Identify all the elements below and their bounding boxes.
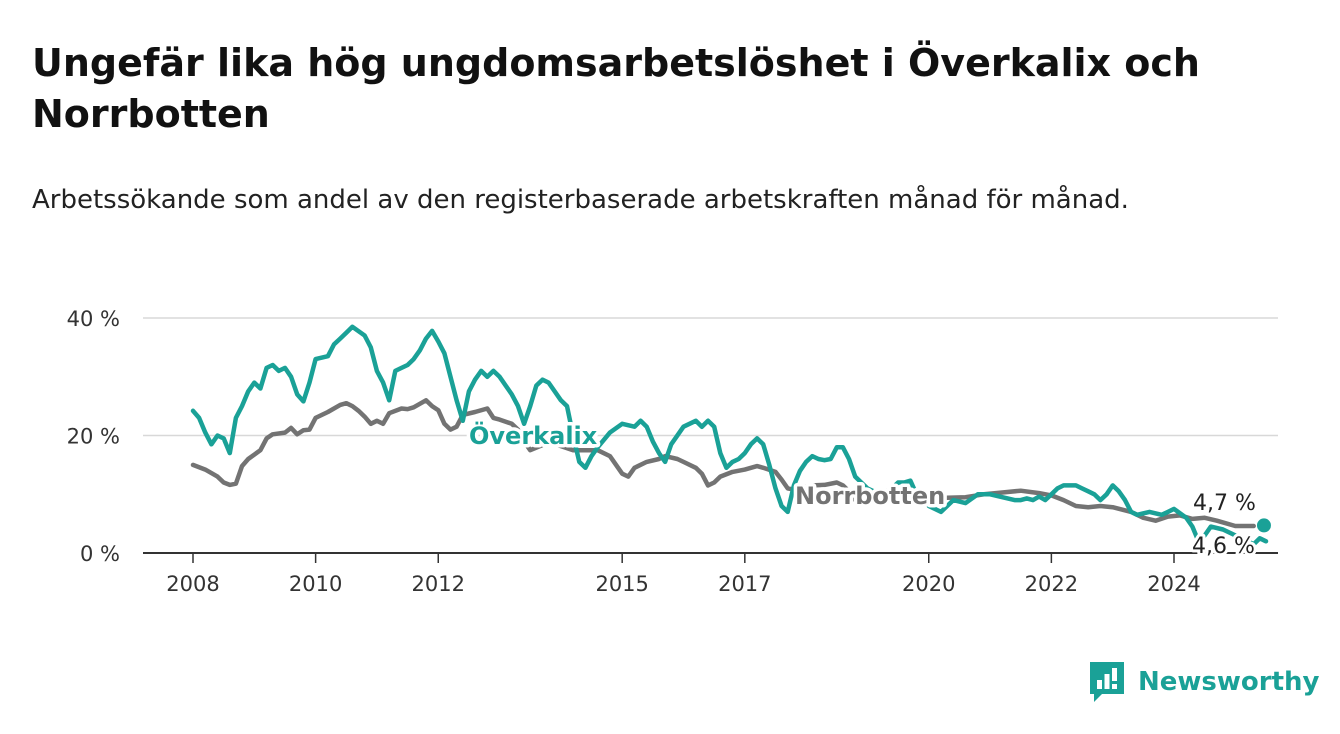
x-tick-label: 2015 — [595, 572, 648, 596]
x-tick-label: 2008 — [166, 572, 219, 596]
x-tick-label: 2017 — [718, 572, 771, 596]
x-tick-label: 2020 — [902, 572, 955, 596]
end-label-norrbotten: 4,6 % — [1192, 534, 1255, 559]
y-tick-label: 20 % — [67, 425, 120, 449]
series-label-overkalix: Överkalix — [469, 420, 598, 450]
bar-chart-exclamation-icon — [1090, 662, 1124, 702]
x-tick-label: 2012 — [412, 572, 465, 596]
series-label-norrbotten: Norrbotten — [795, 482, 945, 510]
brand-logo: Newsworthy — [1088, 660, 1319, 704]
x-tick-label: 2010 — [289, 572, 342, 596]
x-tick-label: 2024 — [1147, 572, 1200, 596]
chart-title: Ungefär lika hög ungdomsarbetslöshet i Ö… — [32, 41, 1200, 136]
end-point-overkalix — [1256, 518, 1271, 533]
series-line-norrbotten — [190, 398, 1256, 529]
brand-name: Newsworthy — [1138, 667, 1320, 697]
series-line-overkalix — [190, 324, 1269, 547]
chart-subtitle: Arbetssökande som andel av den registerb… — [32, 185, 1129, 215]
y-tick-label: 0 % — [80, 542, 120, 566]
y-tick-label: 40 % — [67, 307, 120, 331]
end-label-overkalix: 4,7 % — [1193, 491, 1256, 516]
x-tick-label: 2022 — [1025, 572, 1078, 596]
